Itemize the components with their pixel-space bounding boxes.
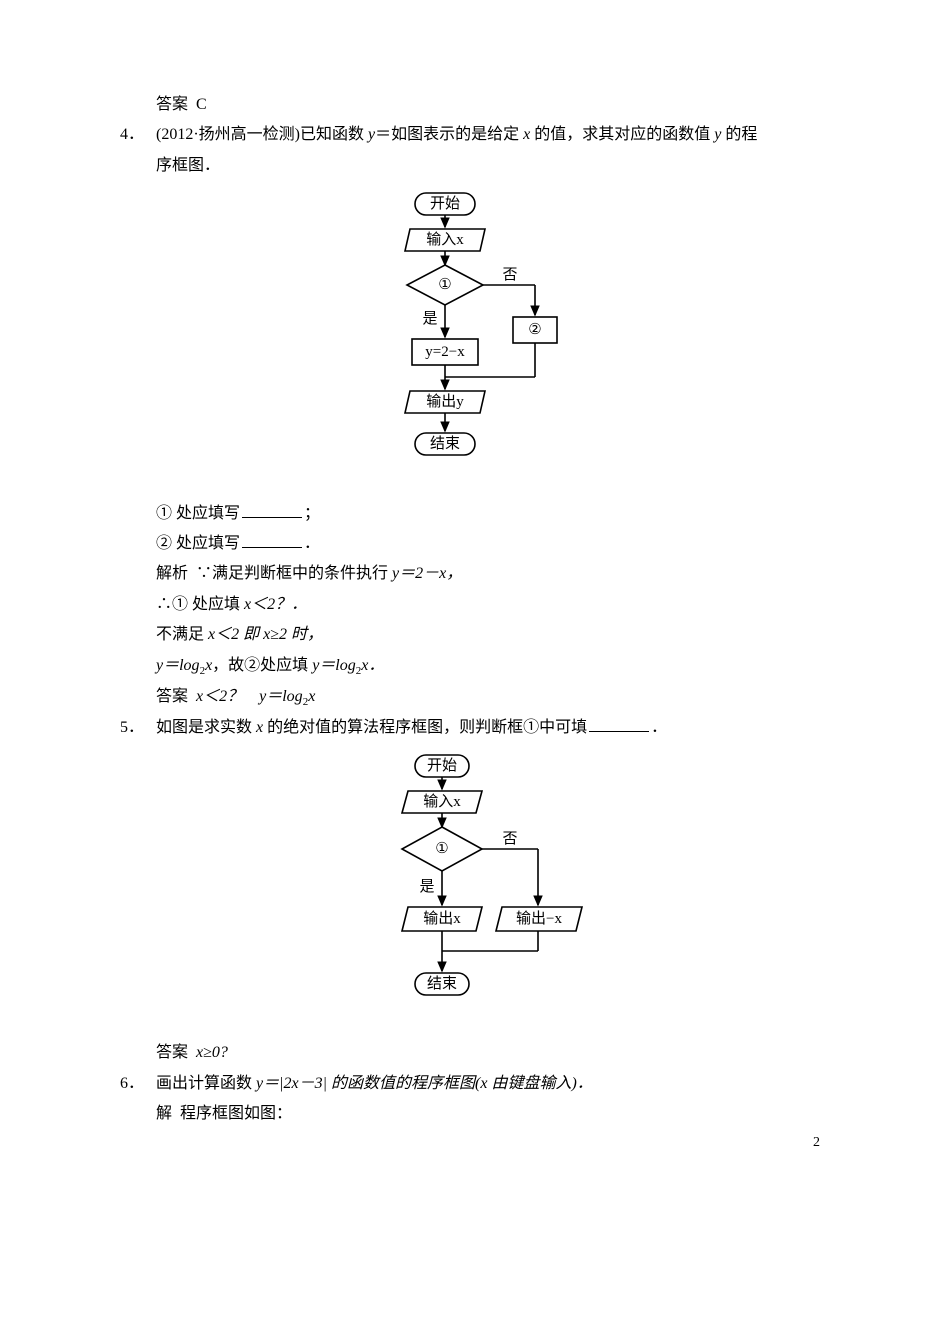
q5-number: 5． bbox=[120, 713, 156, 743]
fc5-yes: 是 bbox=[419, 879, 434, 895]
q6-sol: 解 程序框图如图： bbox=[120, 1099, 830, 1129]
fc-output: 输出y bbox=[426, 393, 464, 410]
q6-number: 6． bbox=[120, 1069, 156, 1099]
fc-input: 输入x bbox=[426, 231, 464, 248]
q4-number: 4． bbox=[120, 120, 156, 150]
fc5-start: 开始 bbox=[427, 757, 457, 774]
q3-answer-value: C bbox=[196, 96, 207, 113]
q4-sol-l3: 不满足 x＜2 即 x≥2 时， bbox=[120, 620, 830, 650]
fc5-no: 否 bbox=[502, 831, 517, 847]
fc5-out-no: 输出−x bbox=[516, 910, 562, 927]
fc-proc-no: ② bbox=[528, 322, 541, 338]
blank-field bbox=[589, 715, 649, 732]
q4-sol-l2: ∴① 处应填 x＜2？． bbox=[120, 590, 830, 620]
fc-proc-yes: y=2−x bbox=[425, 344, 465, 360]
fc-start: 开始 bbox=[430, 195, 460, 212]
q3-answer: 答案 C bbox=[120, 90, 830, 120]
q5-answer: 答案 x≥0? bbox=[120, 1038, 830, 1068]
q4-stem-line1: 4．(2012·扬州高一检测)已知函数 y＝如图表示的是给定 x 的值，求其对应… bbox=[120, 120, 830, 150]
q4-flowchart: 开始 输入x ① 是 否 ② y=2−x 输出y 结束 bbox=[120, 187, 830, 488]
q6-stem: 6．画出计算函数 y＝|2x－3| 的函数值的程序框图(x 由键盘输入)． bbox=[120, 1069, 830, 1099]
fc-decision: ① bbox=[438, 277, 451, 293]
blank-field bbox=[242, 531, 302, 548]
page-number: 2 bbox=[813, 1130, 820, 1157]
q4-sol-l1: 解析 ∵满足判断框中的条件执行 y＝2－x， bbox=[120, 559, 830, 589]
fc5-decision: ① bbox=[435, 841, 448, 857]
q5-flowchart: 开始 输入x ① 是 否 输出x 输出−x 结束 bbox=[120, 749, 830, 1028]
q5-stem: 5．如图是求实数 x 的绝对值的算法程序框图，则判断框①中可填． bbox=[120, 713, 830, 743]
fc-no: 否 bbox=[502, 267, 517, 283]
q4-blank1: ① 处应填写； bbox=[120, 499, 830, 529]
blank-field bbox=[242, 501, 302, 518]
fc-yes: 是 bbox=[422, 311, 437, 327]
fc5-input: 输入x bbox=[423, 793, 461, 810]
q3-answer-label: 答案 bbox=[156, 96, 188, 113]
q4-answer: 答案 x＜2？ y＝log2x bbox=[120, 682, 830, 713]
q4-stem-line2: 序框图． bbox=[120, 151, 830, 181]
fc-end: 结束 bbox=[430, 435, 460, 452]
fc5-end: 结束 bbox=[427, 975, 457, 992]
q4-blank2: ② 处应填写． bbox=[120, 529, 830, 559]
q4-sol-l4: y＝log2x，故②处应填 y＝log2x． bbox=[120, 651, 830, 682]
fc5-out-yes: 输出x bbox=[423, 910, 461, 927]
